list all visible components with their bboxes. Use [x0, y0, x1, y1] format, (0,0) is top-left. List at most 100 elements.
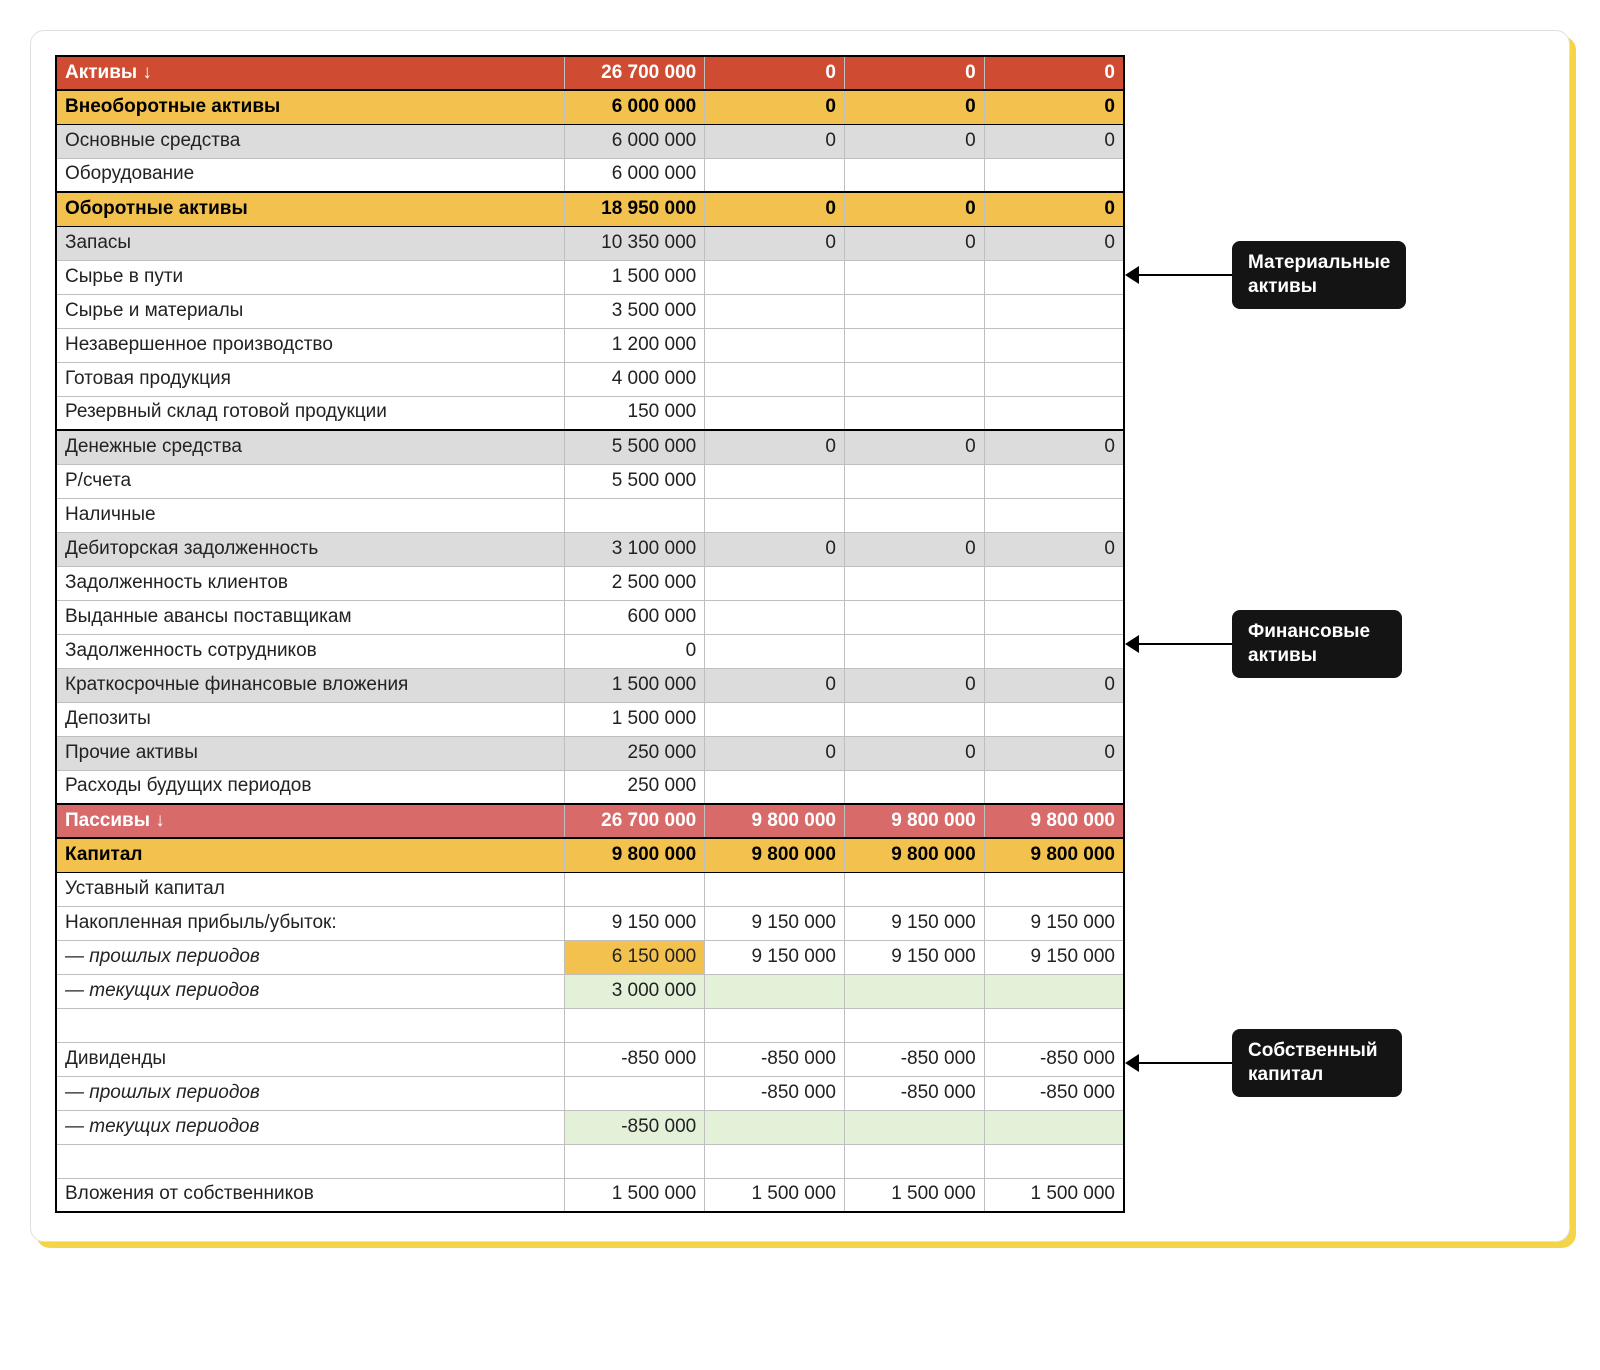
row-value: 0: [844, 90, 984, 124]
row-value: [844, 464, 984, 498]
row-value: 0: [705, 226, 845, 260]
row-value: 6 150 000: [565, 940, 705, 974]
row-value: [844, 328, 984, 362]
callout-label: Собственный капитал: [1232, 1029, 1402, 1097]
arrow-line: [1137, 274, 1232, 276]
row-value: 0: [705, 430, 845, 464]
row-value: [844, 294, 984, 328]
row-value: 0: [705, 736, 845, 770]
table-row: Внеоборотные активы6 000 000000: [56, 90, 1124, 124]
row-value: 0: [984, 430, 1124, 464]
table-row: Активы ↓26 700 000000: [56, 56, 1124, 90]
row-value: [705, 328, 845, 362]
row-value: [984, 294, 1124, 328]
row-value: [844, 158, 984, 192]
table-row: Вложения от собственников1 500 0001 500 …: [56, 1178, 1124, 1212]
row-label: [56, 1008, 565, 1042]
row-value: 0: [844, 736, 984, 770]
row-value: 4 000 000: [565, 362, 705, 396]
row-value: -850 000: [984, 1042, 1124, 1076]
row-value: [844, 260, 984, 294]
table-row: Прочие активы250 000000: [56, 736, 1124, 770]
table-row: Краткосрочные финансовые вложения1 500 0…: [56, 668, 1124, 702]
table-row: Депозиты1 500 000: [56, 702, 1124, 736]
row-label: Дивиденды: [56, 1042, 565, 1076]
row-value: 250 000: [565, 736, 705, 770]
row-value: [565, 1008, 705, 1042]
row-value: -850 000: [705, 1042, 845, 1076]
row-value: [705, 362, 845, 396]
table-row: Дебиторская задолженность3 100 000000: [56, 532, 1124, 566]
row-value: 1 500 000: [984, 1178, 1124, 1212]
row-value: 1 500 000: [565, 260, 705, 294]
row-value: 9 150 000: [705, 906, 845, 940]
row-value: [984, 362, 1124, 396]
table-row: Накопленная прибыль/убыток:9 150 0009 15…: [56, 906, 1124, 940]
row-label: Оборотные активы: [56, 192, 565, 226]
row-value: [705, 1008, 845, 1042]
row-value: 0: [984, 124, 1124, 158]
row-value: 9 800 000: [984, 838, 1124, 872]
row-label: Расходы будущих периодов: [56, 770, 565, 804]
row-value: [984, 600, 1124, 634]
row-value: 0: [844, 430, 984, 464]
table-row: — текущих периодов-850 000: [56, 1110, 1124, 1144]
row-value: 0: [705, 124, 845, 158]
row-value: 26 700 000: [565, 56, 705, 90]
row-label: Резервный склад готовой продукции: [56, 396, 565, 430]
row-value: [565, 1076, 705, 1110]
row-label: — текущих периодов: [56, 974, 565, 1008]
table-row: Запасы10 350 000000: [56, 226, 1124, 260]
row-value: [705, 1110, 845, 1144]
row-value: [844, 362, 984, 396]
table-row: Р/счета5 500 000: [56, 464, 1124, 498]
row-value: [984, 1110, 1124, 1144]
table-row: Оборотные активы18 950 000000: [56, 192, 1124, 226]
row-value: 0: [705, 90, 845, 124]
table-row: Пассивы ↓26 700 0009 800 0009 800 0009 8…: [56, 804, 1124, 838]
row-value: [844, 634, 984, 668]
row-value: 0: [844, 192, 984, 226]
row-value: -850 000: [984, 1076, 1124, 1110]
row-value: 1 200 000: [565, 328, 705, 362]
arrow-line: [1137, 643, 1232, 645]
row-label: Задолженность сотрудников: [56, 634, 565, 668]
row-value: [705, 396, 845, 430]
row-value: 0: [565, 634, 705, 668]
table-row: Резервный склад готовой продукции150 000: [56, 396, 1124, 430]
row-value: 0: [844, 124, 984, 158]
row-label: Денежные средства: [56, 430, 565, 464]
row-value: 9 150 000: [705, 940, 845, 974]
table-row: Уставный капитал: [56, 872, 1124, 906]
table-row: — текущих периодов3 000 000: [56, 974, 1124, 1008]
row-label: Дебиторская задолженность: [56, 532, 565, 566]
callout-label: Финансовые активы: [1232, 610, 1402, 678]
row-value: 1 500 000: [565, 1178, 705, 1212]
row-value: 10 350 000: [565, 226, 705, 260]
row-value: 9 150 000: [565, 906, 705, 940]
row-value: [844, 974, 984, 1008]
row-value: 1 500 000: [705, 1178, 845, 1212]
callout-label: Материальные активы: [1232, 241, 1406, 309]
row-label: Задолженность клиентов: [56, 566, 565, 600]
row-value: [984, 464, 1124, 498]
row-value: [984, 260, 1124, 294]
row-value: [844, 872, 984, 906]
row-label: Готовая продукция: [56, 362, 565, 396]
row-value: [565, 872, 705, 906]
row-value: -850 000: [565, 1042, 705, 1076]
row-value: 0: [984, 226, 1124, 260]
row-value: 1 500 000: [565, 668, 705, 702]
row-value: 9 150 000: [844, 906, 984, 940]
row-label: Внеоборотные активы: [56, 90, 565, 124]
row-value: [705, 872, 845, 906]
row-value: 0: [984, 56, 1124, 90]
row-value: [705, 770, 845, 804]
row-value: [984, 498, 1124, 532]
row-value: [705, 600, 845, 634]
row-label: — прошлых периодов: [56, 1076, 565, 1110]
table-row: Задолженность клиентов2 500 000: [56, 566, 1124, 600]
table-row: Сырье и материалы3 500 000: [56, 294, 1124, 328]
callout: Собственный капитал: [1125, 1029, 1402, 1097]
row-value: [984, 872, 1124, 906]
